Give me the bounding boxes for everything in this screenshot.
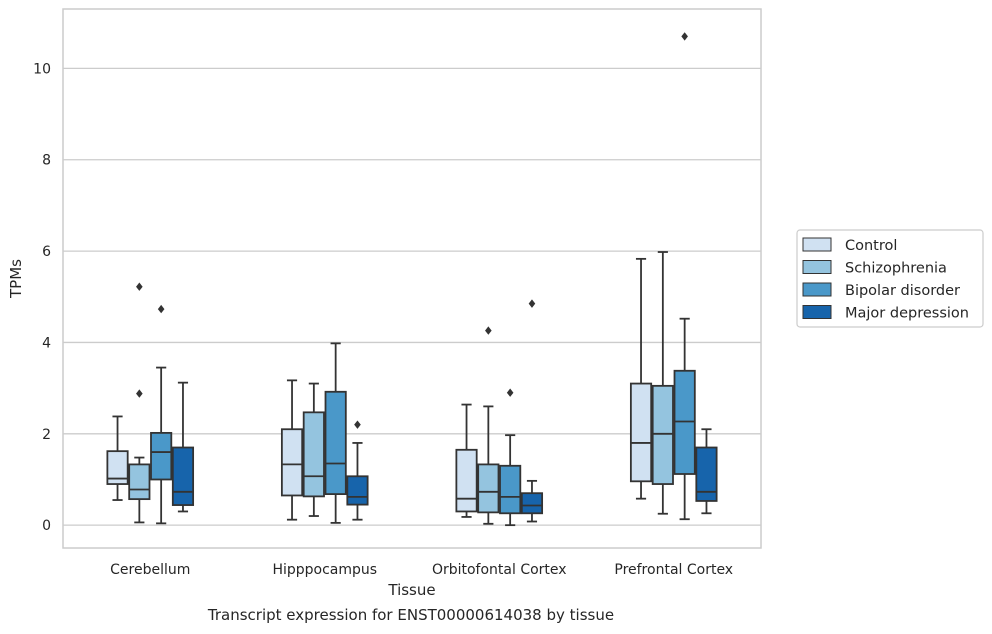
y-tick-label: 6: [42, 244, 51, 260]
box-0-3: [171, 381, 195, 513]
box-iqr: [629, 382, 653, 483]
legend-swatch: [802, 305, 832, 319]
plot-frame: [62, 8, 762, 549]
outlier-point: [485, 326, 492, 335]
legend-entry-label: Major depression: [845, 306, 969, 322]
box-iqr: [128, 463, 151, 501]
box-3-1: [651, 251, 674, 515]
legend-entry-label: Bipolar disorder: [845, 283, 960, 299]
box-0-0: [106, 415, 129, 501]
outlier-point: [528, 299, 536, 308]
y-tick-label: 2: [42, 427, 51, 443]
outlier-point: [136, 282, 143, 291]
outlier-point: [157, 304, 165, 314]
outlier-point: [354, 420, 361, 429]
legend: Control Schizophrenia Bipolar disorder Majo…: [796, 229, 984, 328]
box-2-2: [499, 388, 522, 527]
x-tick-label: Hipppocampus: [272, 562, 377, 578]
legend-swatch: [802, 260, 832, 274]
box-iqr: [280, 428, 304, 497]
x-tick-labels: Cerebellum Hipppocampus Orbitofontal Corte…: [110, 562, 733, 578]
x-tick-label: Cerebellum: [110, 562, 190, 578]
y-tick-label: 10: [33, 61, 51, 77]
box-iqr: [302, 411, 325, 498]
grid-lines: [63, 67, 761, 526]
outlier-point: [681, 32, 688, 41]
box-iqr: [106, 450, 129, 485]
x-tick-label: Orbitofontal Cortex: [432, 562, 567, 578]
box-iqr: [324, 390, 347, 495]
legend-entry-label: Control: [845, 238, 897, 254]
box-iqr: [520, 492, 544, 515]
box-2-0: [455, 403, 478, 518]
box-iqr: [695, 446, 718, 502]
box-iqr: [651, 384, 674, 485]
box-1-0: [280, 379, 304, 521]
box-iqr: [477, 463, 500, 514]
box-iqr: [346, 475, 369, 506]
y-tick-labels: 0 2 4 6 8 10: [33, 61, 51, 534]
box-3-3: [695, 428, 718, 515]
box-0-1: [128, 282, 151, 524]
outlier-point: [136, 389, 143, 398]
x-tick-label: Prefrontal Cortex: [614, 562, 733, 578]
legend-entry-label: Schizophrenia: [845, 261, 947, 277]
box-iqr: [150, 431, 173, 481]
y-tick-label: 8: [42, 153, 51, 169]
box-iqr: [455, 448, 478, 513]
y-tick-label: 4: [42, 335, 51, 351]
box-1-1: [302, 382, 325, 517]
outlier-point: [506, 388, 514, 397]
box-3-0: [629, 257, 653, 500]
x-axis-label: Tissue: [387, 581, 435, 599]
box-1-3: [346, 420, 369, 521]
box-iqr: [673, 369, 696, 475]
legend-frame: [796, 229, 984, 328]
box-2-1: [477, 326, 500, 525]
legend-swatch: [802, 237, 832, 252]
box-groups: [106, 32, 718, 527]
legend-swatch: [802, 282, 832, 297]
y-tick-label: 0: [42, 518, 51, 534]
chart-caption: Transcript expression for ENST0000061403…: [207, 606, 615, 624]
box-0-2: [150, 304, 173, 525]
box-1-2: [324, 342, 347, 524]
box-iqr: [171, 446, 195, 506]
box-3-2: [673, 32, 696, 521]
box-2-3: [520, 299, 544, 523]
box-iqr: [499, 464, 522, 515]
y-axis-label: TPMs: [7, 259, 25, 299]
